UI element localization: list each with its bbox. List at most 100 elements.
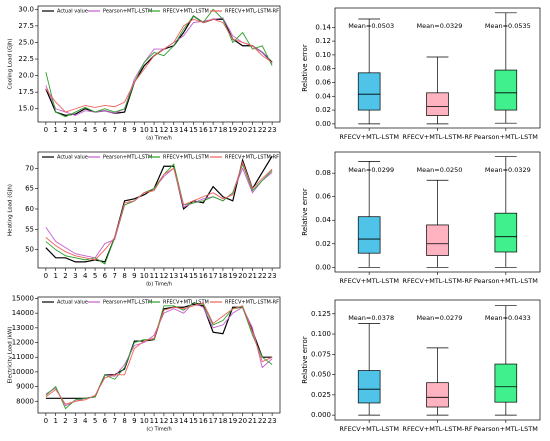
y-tick-label: 0.125	[311, 310, 331, 318]
x-tick-label: 5	[93, 417, 97, 425]
mean-annotation: Mean=0.0503	[348, 22, 394, 30]
x-tick-label: 12	[159, 126, 168, 134]
box	[426, 224, 449, 256]
y-tick-label: 0.14	[315, 23, 331, 31]
series-line	[45, 15, 273, 116]
legend-label: Pearson+MTL-LSTM	[103, 300, 152, 306]
x-tick-label: 14	[179, 417, 188, 425]
legend-label: RFECV+MTL-LSTM	[163, 300, 209, 306]
x-tick-label: 7	[112, 126, 116, 134]
y-tick-label: 0.100	[311, 330, 331, 338]
x-tick-label: 22	[258, 417, 267, 425]
plot-frame	[37, 296, 281, 414]
y-tick-label: 9000	[16, 383, 34, 391]
y-tick-label: 55	[25, 225, 34, 233]
x-tick-label: 8	[122, 272, 126, 280]
x-tick-label: 21	[248, 126, 257, 134]
legend-label: Actual value	[57, 155, 88, 161]
y-tick-label: 15.0	[18, 105, 34, 113]
x-tick-label: 23	[268, 272, 277, 280]
plot-frame	[37, 151, 281, 269]
y-tick-label: 27.5	[18, 22, 34, 30]
y-tick-label: 0.025	[311, 391, 331, 399]
x-tick-label: 3	[73, 272, 77, 280]
x-tick-label: 6	[103, 417, 108, 425]
x-tick-label: 23	[268, 126, 277, 134]
legend-label: RFECV+MTL-LSTM-RF	[225, 155, 279, 161]
x-tick-label: 0	[44, 417, 48, 425]
x-tick-label: 19	[228, 417, 237, 425]
box	[426, 92, 449, 116]
x-tick-label: 11	[150, 126, 159, 134]
series-line	[45, 155, 273, 263]
x-tick-label: 11	[150, 272, 159, 280]
box	[426, 382, 449, 408]
y-tick-label: 0.12	[315, 37, 331, 45]
box	[494, 69, 518, 111]
x-tick-label: 20	[238, 272, 247, 280]
x-tick-label: 2	[63, 417, 67, 425]
x-tick-label: 12	[159, 272, 168, 280]
x-tick-label: RFECV+MTL-LSTM	[339, 425, 399, 433]
x-tick-label: 11	[150, 417, 159, 425]
x-tick-label: RFECV+MTL-LSTM	[339, 133, 399, 141]
x-tick-label: RFECV+MTL-LSTM-RF	[402, 425, 472, 433]
x-tick-label: 7	[112, 272, 116, 280]
x-tick-label: RFECV+MTL-LSTM	[339, 277, 399, 285]
y-tick-label: 30.0	[18, 5, 34, 13]
x-tick-label: 5	[93, 272, 97, 280]
x-tick-label: 2	[63, 272, 67, 280]
x-tick-label: 6	[103, 272, 108, 280]
y-tick-label: 25.0	[18, 38, 34, 46]
x-tick-label: 18	[218, 126, 227, 134]
legend-label: Pearson+MTL-LSTM	[103, 9, 152, 15]
plot-frame	[334, 7, 541, 129]
y-tick-label: 17.5	[18, 88, 34, 96]
y-axis-label: Relative error	[301, 188, 309, 236]
x-tick-label: 1	[53, 417, 57, 425]
y-tick-label: 0.04	[315, 216, 331, 224]
x-tick-label: 20	[238, 417, 247, 425]
x-tick-label: 20	[238, 126, 247, 134]
x-tick-label: 8	[122, 417, 126, 425]
legend-label: Pearson+MTL-LSTM	[103, 155, 152, 161]
y-tick-label: 8000	[16, 397, 34, 405]
y-tick-label: 22.5	[18, 55, 34, 63]
legend-label: RFECV+MTL-LSTM	[163, 9, 209, 15]
y-tick-label: 11000	[12, 353, 34, 361]
x-axis-label: (b) Time/h	[146, 282, 172, 288]
x-tick-label: 15	[189, 126, 198, 134]
x-tick-label: 9	[132, 272, 136, 280]
x-tick-label: 22	[258, 272, 267, 280]
series-line	[45, 18, 273, 113]
x-tick-label: 1	[53, 126, 57, 134]
x-tick-label: 10	[140, 126, 149, 134]
y-tick-label: 0.04	[315, 92, 331, 100]
y-tick-label: 15000	[12, 294, 34, 302]
series-line	[45, 302, 273, 405]
x-tick-label: 10	[140, 417, 149, 425]
x-tick-label: Pearson+MTL-LSTM	[474, 133, 538, 141]
x-tick-label: 3	[73, 126, 77, 134]
y-tick-label: 20.0	[18, 72, 34, 80]
x-tick-label: 21	[248, 417, 257, 425]
x-tick-label: 15	[189, 272, 198, 280]
x-tick-label: 16	[199, 126, 208, 134]
x-tick-label: RFECV+MTL-LSTM-RF	[402, 277, 472, 285]
x-tick-label: 10	[140, 272, 149, 280]
x-tick-label: 15	[189, 417, 198, 425]
box	[357, 72, 381, 111]
series-line	[45, 8, 273, 118]
legend-label: RFECV+MTL-LSTM	[163, 155, 209, 161]
x-tick-label: 19	[228, 126, 237, 134]
x-tick-label: 14	[179, 272, 188, 280]
x-tick-label: 9	[132, 417, 136, 425]
x-tick-label: 17	[209, 417, 218, 425]
y-axis-label: Relative error	[301, 336, 309, 384]
x-tick-label: Pearson+MTL-LSTM	[474, 425, 538, 433]
x-tick-label: 9	[132, 126, 136, 134]
y-tick-label: 50	[25, 246, 34, 254]
x-tick-label: 7	[112, 417, 116, 425]
y-tick-label: 0.08	[315, 169, 331, 177]
x-tick-label: 17	[209, 272, 218, 280]
